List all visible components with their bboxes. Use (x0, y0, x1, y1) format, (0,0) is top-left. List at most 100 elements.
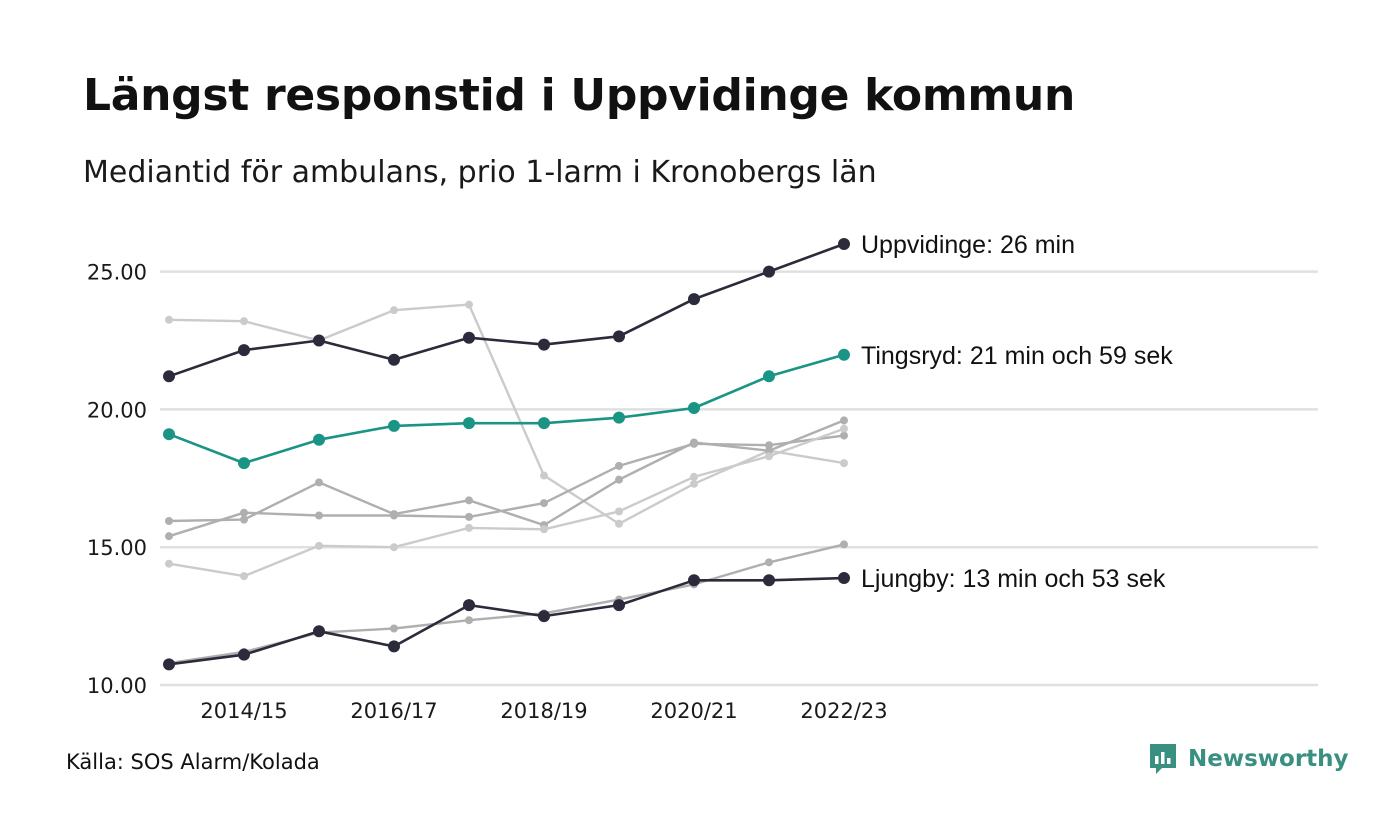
data-point (390, 624, 398, 633)
data-point (238, 457, 250, 470)
y-axis-ticks: 10.00 15.00 20.00 25.00 (87, 261, 147, 698)
data-point (840, 459, 848, 468)
data-point (688, 293, 700, 306)
series-ljungby (163, 572, 850, 671)
series-line (168, 353, 845, 465)
series-end-label: Uppvidinge: 26 min (861, 231, 1075, 259)
data-point (240, 572, 248, 581)
data-point (390, 511, 398, 520)
data-point (165, 517, 173, 526)
data-point (465, 512, 473, 521)
data-point (615, 475, 623, 484)
data-point (238, 344, 250, 357)
data-point (838, 238, 850, 251)
data-point (540, 525, 548, 534)
data-point (613, 411, 625, 424)
data-point (315, 478, 323, 487)
x-tick-label: 2016/17 (350, 699, 437, 723)
data-point (463, 417, 475, 430)
data-point (165, 315, 173, 324)
data-point (163, 658, 175, 671)
data-point (388, 353, 400, 366)
data-point (240, 508, 248, 517)
data-point (465, 496, 473, 505)
data-point (538, 417, 550, 430)
data-point (313, 433, 325, 446)
data-point (388, 419, 400, 432)
data-point (763, 265, 775, 278)
data-point (465, 300, 473, 309)
data-point (240, 515, 248, 524)
data-point (840, 431, 848, 440)
brand-name: Newsworthy (1188, 746, 1349, 772)
data-point (240, 317, 248, 326)
series-background (165, 431, 848, 541)
brand-logo: Newsworthy (1148, 742, 1349, 776)
y-tick-label: 15.00 (87, 536, 147, 560)
series-end-label: Ljungby: 13 min och 53 sek (861, 565, 1166, 593)
data-point (540, 499, 548, 508)
x-tick-label: 2020/21 (650, 699, 737, 723)
data-point (765, 558, 773, 567)
data-point (838, 572, 850, 585)
series-line (168, 419, 845, 527)
series-line (168, 242, 845, 378)
data-point (163, 370, 175, 383)
newsworthy-logo-icon (1150, 744, 1176, 774)
y-tick-label: 20.00 (87, 398, 147, 422)
data-point (765, 441, 773, 450)
series-end-label: Tingsryd: 21 min och 59 sek (861, 342, 1173, 370)
data-point (238, 648, 250, 661)
data-point (690, 439, 698, 448)
data-point (765, 446, 773, 455)
series-background (165, 416, 848, 530)
data-point (840, 416, 848, 425)
data-point (163, 428, 175, 441)
data-point (615, 519, 623, 528)
data-point (613, 599, 625, 612)
series-uppvidinge (163, 238, 850, 383)
highlighted-series (163, 238, 850, 671)
data-point (313, 334, 325, 347)
x-tick-label: 2014/15 (200, 699, 287, 723)
data-point (465, 523, 473, 532)
series-background (165, 300, 848, 528)
data-point (688, 574, 700, 587)
series-end-labels: Uppvidinge: 26 min Tingsryd: 21 min och 5… (861, 231, 1173, 593)
data-point (313, 625, 325, 638)
gridlines (160, 270, 1318, 687)
data-point (763, 574, 775, 587)
source-note: Källa: SOS Alarm/Kolada (66, 750, 320, 774)
chart-subtitle: Mediantid för ambulans, prio 1-larm i Kr… (83, 155, 877, 190)
data-point (763, 370, 775, 383)
data-point (388, 640, 400, 653)
data-point (463, 599, 475, 612)
data-point (613, 330, 625, 343)
data-point (765, 452, 773, 461)
series-line (168, 576, 845, 666)
data-point (690, 479, 698, 488)
data-point (840, 540, 848, 549)
data-point (465, 616, 473, 625)
data-point (688, 402, 700, 415)
x-tick-label: 2018/19 (500, 699, 587, 723)
data-point (165, 559, 173, 568)
series-tingsryd (163, 348, 850, 470)
series-line (168, 427, 845, 578)
series-line (168, 303, 845, 525)
data-point (165, 532, 173, 541)
data-point (538, 610, 550, 623)
background-series (165, 300, 848, 667)
x-axis-ticks: 2014/15 2016/17 2018/19 2020/21 2022/23 (200, 699, 887, 723)
data-point (690, 472, 698, 481)
y-tick-label: 25.00 (87, 261, 147, 285)
data-point (540, 471, 548, 480)
data-point (315, 511, 323, 520)
data-point (463, 331, 475, 344)
data-point (390, 543, 398, 552)
series-line (168, 434, 845, 538)
data-point (315, 541, 323, 550)
chart-title: Längst responstid i Uppvidinge kommun (83, 70, 1075, 121)
data-point (615, 507, 623, 516)
